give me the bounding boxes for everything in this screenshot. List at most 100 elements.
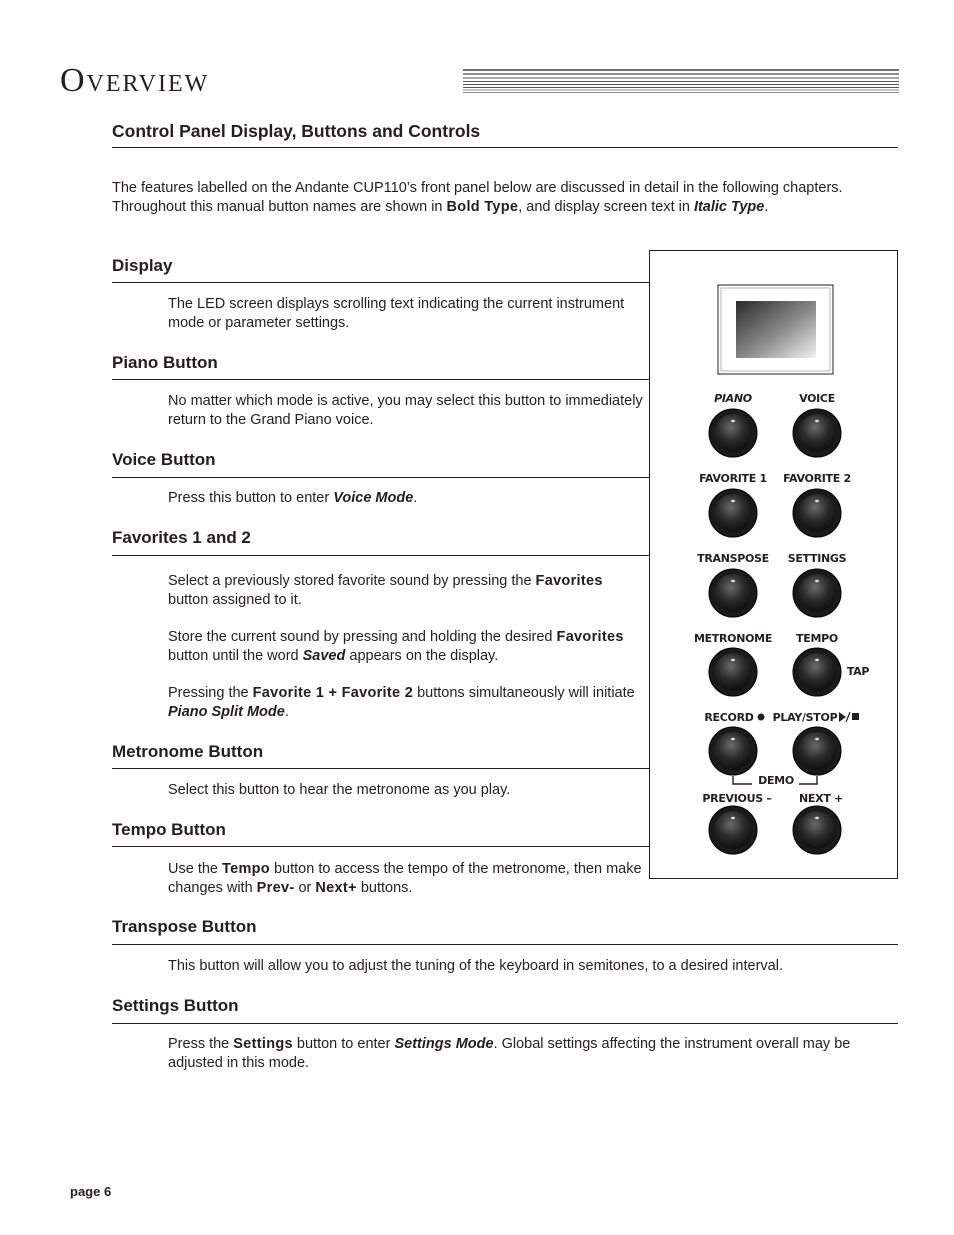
text: or [294, 879, 316, 896]
button-label: METRONOME [694, 632, 772, 645]
display-screen [736, 301, 816, 358]
text: button to enter [292, 1036, 395, 1052]
button-label: FAVORITE 2 [783, 472, 851, 485]
header-rules [463, 69, 899, 93]
heading: Voice Button [112, 450, 216, 469]
paragraph: The LED screen displays scrolling text i… [168, 295, 646, 332]
paragraph: Use the Tempo button to access the tempo… [168, 860, 646, 897]
text: This button will allow you to adjust the… [168, 958, 783, 974]
button-label: PIANO [714, 392, 752, 405]
button [708, 805, 758, 855]
record-icon [757, 713, 765, 721]
button-label: NEXT + [799, 792, 843, 805]
button [792, 647, 842, 697]
button-label: VOICE [799, 392, 835, 405]
rule [112, 944, 898, 945]
bold-text: Tempo [222, 861, 270, 877]
button-label: PLAY/STOP [773, 711, 838, 724]
rule [112, 477, 649, 478]
paragraph: Select this button to hear the metronome… [168, 781, 646, 800]
heading: Settings Button [112, 996, 239, 1015]
button-label: PREVIOUS – [702, 792, 771, 805]
paragraph: This button will allow you to adjust the… [168, 957, 898, 976]
rule [112, 147, 898, 148]
bold-text: Favorites [556, 629, 624, 645]
button [708, 488, 758, 538]
rule [112, 1023, 898, 1024]
text: Select a previously stored favorite soun… [168, 573, 536, 589]
demo-bracket [732, 776, 818, 785]
text: . Global settings affecting the instrume… [168, 1036, 851, 1071]
text: buttons. [356, 879, 413, 896]
text: Select this button to hear the metronome… [168, 782, 511, 798]
text: appears on the display. [345, 647, 499, 664]
text: The LED screen displays scrolling text i… [168, 296, 625, 331]
text: Pressing the [168, 685, 253, 701]
text: . [413, 490, 418, 506]
heading: Tempo Button [112, 820, 226, 839]
paragraph: Pressing the Favorite 1 + Favorite 2 but… [168, 684, 646, 721]
intro: The features labelled on the Andante CUP… [112, 179, 882, 216]
button [792, 408, 842, 458]
button [792, 488, 842, 538]
paragraph: Select a previously stored favorite soun… [168, 572, 646, 609]
button [792, 568, 842, 618]
demo-label: DEMO [758, 774, 794, 787]
italic-text: Saved [302, 647, 346, 664]
heading: Display [112, 256, 173, 275]
text: , and display screen text in [518, 198, 694, 215]
button-label: RECORD [704, 711, 753, 724]
italic-text: Italic Type [693, 198, 765, 215]
italic-text: Settings Mode [394, 1036, 494, 1052]
button-label: TEMPO [796, 632, 838, 645]
rule [112, 379, 649, 380]
text: button to access the tempo of the metron… [168, 861, 642, 896]
heading: Piano Button [112, 353, 218, 372]
bold-text: Favorites [535, 573, 603, 589]
heading: Transpose Button [112, 917, 257, 936]
bold-text: Favorite 1 + Favorite 2 [252, 685, 414, 701]
text: The features labelled on the Andante CUP… [112, 180, 843, 215]
rule [112, 846, 649, 847]
button [708, 408, 758, 458]
button [792, 726, 842, 776]
rule [112, 555, 649, 556]
text: No matter which mode is active, you may … [168, 393, 643, 428]
button-label: TAP [847, 665, 870, 678]
text: . [284, 703, 289, 720]
control-panel: PIANO VOICE FAVORITE 1 FAVORITE 2 TRANSP… [649, 250, 898, 879]
button [708, 647, 758, 697]
button [708, 568, 758, 618]
text: Press this button to enter [168, 490, 334, 506]
bold-text: Bold Type [446, 198, 519, 215]
rule [112, 768, 649, 769]
rule [112, 282, 649, 283]
stop-icon [852, 713, 859, 720]
text: . [764, 198, 769, 215]
paragraph: Store the current sound by pressing and … [168, 628, 646, 665]
italic-text: Voice Mode [333, 490, 414, 506]
bold-text: Next+ [315, 879, 357, 896]
text: buttons simultaneously will initiate [413, 685, 635, 701]
paragraph: No matter which mode is active, you may … [168, 392, 646, 429]
page-number: page 6 [70, 1184, 112, 1199]
play-icon [839, 712, 846, 722]
heading: Metronome Button [112, 742, 264, 761]
button-label: FAVORITE 1 [699, 472, 767, 485]
button-label: SETTINGS [788, 552, 847, 565]
paragraph: Press this button to enter Voice Mode. [168, 489, 646, 508]
text: button assigned to it. [168, 591, 302, 608]
text: Press the [168, 1036, 234, 1052]
bold-text: Settings [233, 1036, 293, 1052]
paragraph: Press the Settings button to enter Setti… [168, 1035, 898, 1072]
button-label: TRANSPOSE [697, 552, 769, 565]
section-title: Control Panel Display, Buttons and Contr… [112, 121, 481, 141]
button [792, 805, 842, 855]
heading: Favorites 1 and 2 [112, 528, 251, 547]
italic-text: Piano Split Mode [168, 703, 285, 720]
text: button until the word [168, 647, 303, 664]
text: Store the current sound by pressing and … [168, 629, 557, 645]
text: Use the [168, 861, 222, 877]
